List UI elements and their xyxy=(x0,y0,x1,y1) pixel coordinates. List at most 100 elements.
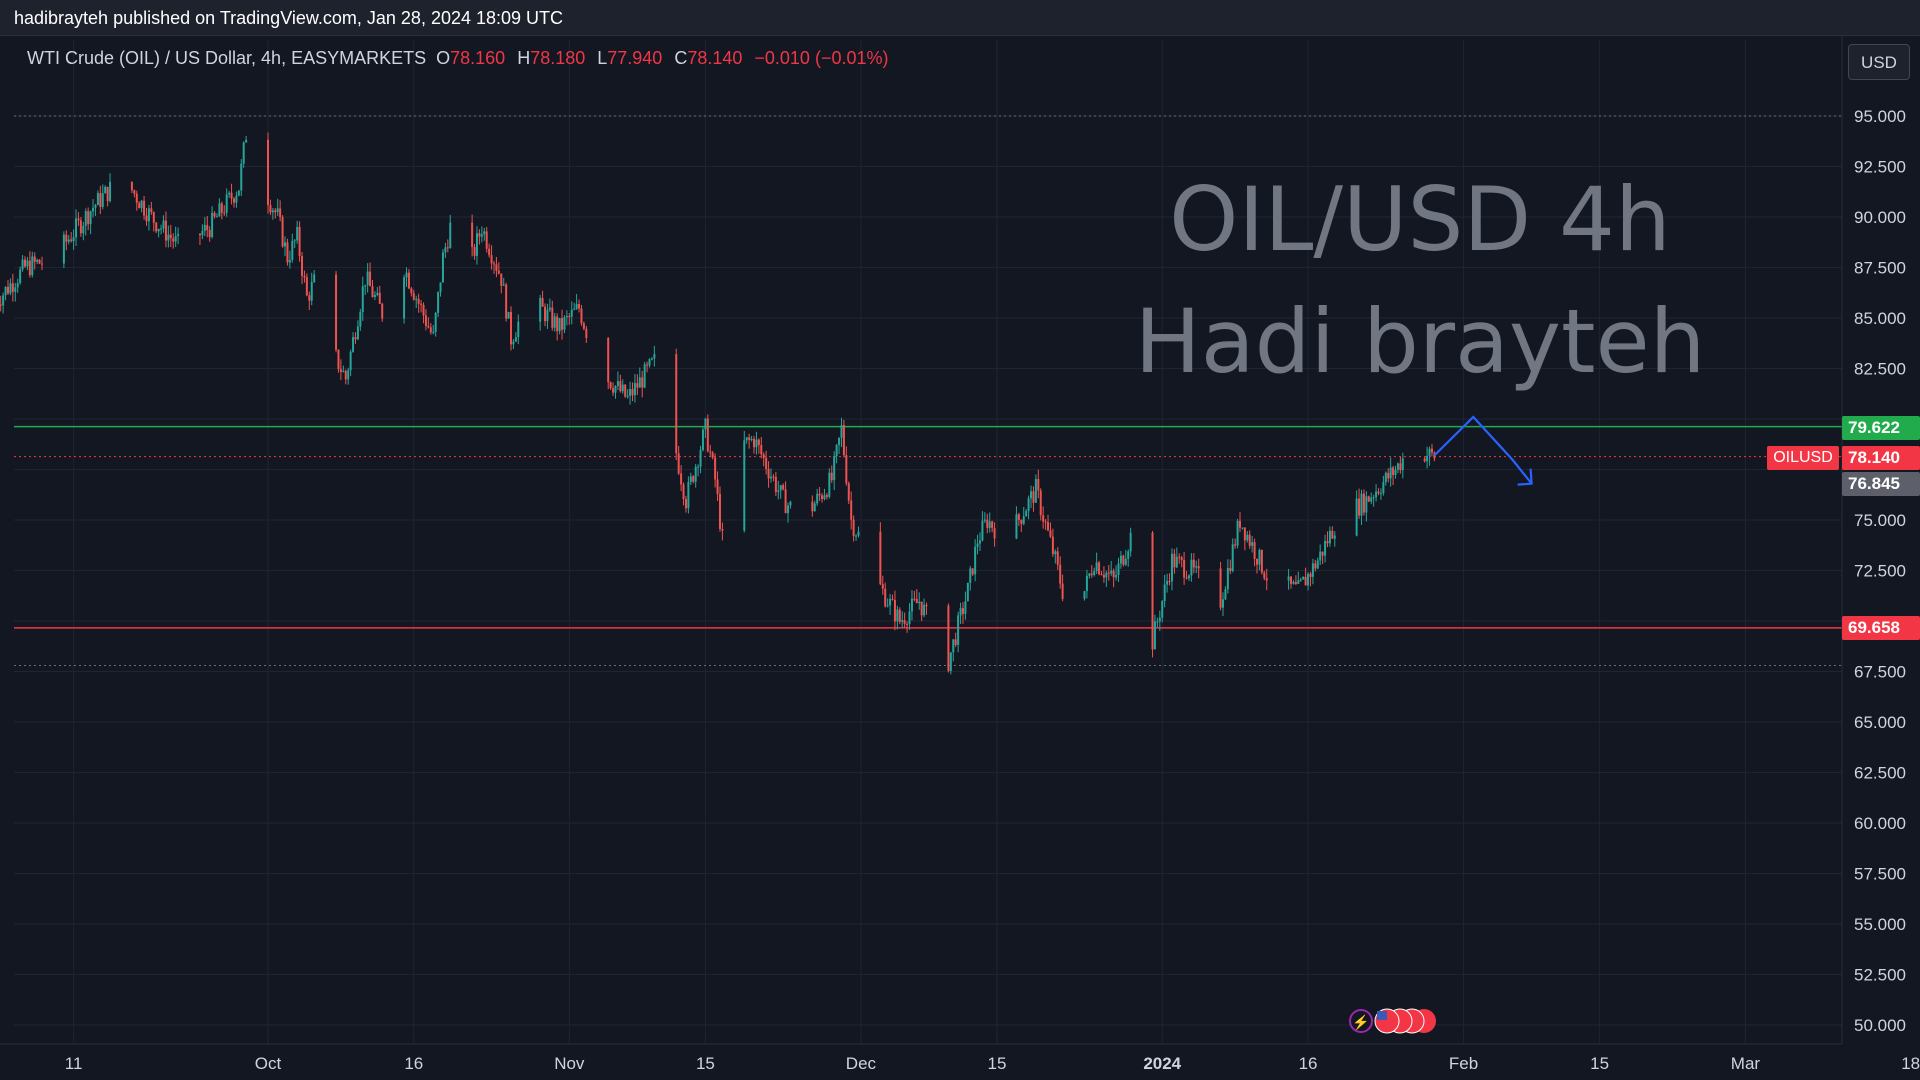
candle-body xyxy=(36,259,39,262)
candle-body xyxy=(512,341,515,345)
candle-body xyxy=(352,337,355,352)
candle-body xyxy=(755,439,758,448)
candle-body xyxy=(507,311,510,319)
candle-body xyxy=(1110,570,1113,574)
candle-body xyxy=(1187,575,1190,579)
candle-body xyxy=(787,505,790,514)
candle-body xyxy=(361,286,364,312)
candle-body xyxy=(1219,568,1222,608)
candle-body xyxy=(1192,559,1195,568)
candle-body xyxy=(838,437,841,446)
candle-body xyxy=(1088,573,1091,576)
candle-body xyxy=(1248,534,1251,546)
y-tick-label: 65.000 xyxy=(1854,713,1906,732)
price-chart[interactable]: 95.000 92.500 90.000 87.500 85.000 82.500 75.0… xyxy=(0,36,1920,1080)
candle-body xyxy=(684,499,687,509)
candle-body xyxy=(706,418,709,452)
candle-body xyxy=(896,609,899,622)
candle-body xyxy=(767,469,770,479)
candle-body xyxy=(422,304,425,316)
candle-body xyxy=(879,531,882,585)
candle-body xyxy=(1333,535,1336,539)
candle-body xyxy=(784,489,787,514)
current-price-tag: 78.140 xyxy=(1842,446,1920,470)
candle-body xyxy=(981,520,984,541)
candle-body xyxy=(276,208,279,213)
candle-body xyxy=(473,247,476,256)
candle-body xyxy=(842,425,845,456)
candle-body xyxy=(539,297,542,322)
candle-body xyxy=(1226,568,1229,590)
candle-body xyxy=(500,273,503,286)
candle-body xyxy=(1049,530,1052,537)
candle-body xyxy=(150,208,153,213)
candle-body xyxy=(505,284,508,319)
candle-body xyxy=(889,598,892,606)
candle-body xyxy=(441,252,444,283)
candle-body xyxy=(1324,541,1327,556)
candle-body xyxy=(1321,551,1324,556)
candle-body xyxy=(517,321,520,338)
low-label: L xyxy=(597,48,608,68)
candle-body xyxy=(1221,599,1224,608)
candle-body xyxy=(220,203,223,213)
candle-body xyxy=(33,256,36,262)
symbol-legend[interactable]: WTI Crude (OIL) / US Dollar, 4h, EASYMAR… xyxy=(27,48,901,69)
candle-body xyxy=(99,193,102,208)
candle-body xyxy=(1100,574,1103,576)
x-tick-label: 11 xyxy=(65,1054,83,1073)
candle-body xyxy=(920,601,923,616)
y-tick-label: 62.500 xyxy=(1854,764,1906,783)
candle-body xyxy=(201,230,204,236)
candle-body xyxy=(1316,560,1319,569)
candle-body xyxy=(1326,541,1329,544)
low-value: 77.940 xyxy=(607,48,663,68)
candle-body xyxy=(1253,542,1256,559)
candle-body xyxy=(62,234,65,264)
candle-body xyxy=(1290,576,1293,584)
candle-body xyxy=(147,208,150,222)
flash-event-icon[interactable] xyxy=(1349,1009,1373,1033)
candle-body xyxy=(1195,566,1198,568)
candle-body xyxy=(354,337,357,340)
candle-body xyxy=(1396,463,1399,470)
candle-body xyxy=(203,224,206,231)
currency-button[interactable]: USD xyxy=(1848,44,1910,80)
candle-body xyxy=(548,307,551,310)
candle-body xyxy=(271,210,274,213)
candle-body xyxy=(373,294,376,297)
events-icons[interactable]: ⚡ xyxy=(1349,1008,1436,1034)
candle-body xyxy=(1105,572,1108,578)
candle-body xyxy=(573,308,576,310)
y-tick-label: 50.000 xyxy=(1854,1016,1906,1035)
projection xyxy=(1433,415,1533,486)
x-tick-label: 15 xyxy=(988,1054,1007,1073)
candle-body xyxy=(77,218,80,221)
candle-body xyxy=(1037,479,1040,491)
price-axis[interactable] xyxy=(1842,36,1920,1046)
candle-body xyxy=(1246,534,1249,541)
candle-body xyxy=(966,582,969,602)
candle-body xyxy=(582,323,585,329)
candle-body xyxy=(1370,497,1373,502)
candle-body xyxy=(488,248,491,256)
candle-body xyxy=(694,466,697,482)
candle-body xyxy=(1090,573,1093,576)
candle-body xyxy=(1328,530,1331,544)
candle-body xyxy=(296,226,299,241)
candle-body xyxy=(480,234,483,237)
candle-body xyxy=(1185,577,1188,579)
candle-body xyxy=(1044,521,1047,523)
candle-body xyxy=(1173,553,1176,568)
candle-body xyxy=(155,222,158,232)
candle-body xyxy=(208,230,211,238)
candle-body xyxy=(1178,556,1181,558)
candle-body xyxy=(774,476,777,492)
candle-body xyxy=(1234,544,1237,546)
candle-body xyxy=(976,543,979,547)
close-value: 78.140 xyxy=(687,48,743,68)
candle-body xyxy=(286,242,289,263)
candle-body xyxy=(636,383,639,388)
candle-body xyxy=(310,282,313,301)
candle-body xyxy=(816,493,819,504)
